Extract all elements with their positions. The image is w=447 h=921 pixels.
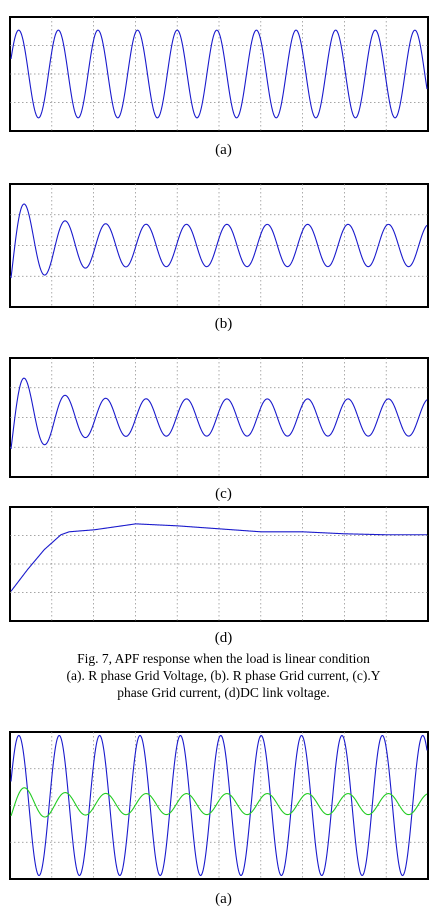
chart-panel-c — [9, 357, 429, 478]
caption-line-2: (a). R phase Grid Voltage, (b). R phase … — [66, 668, 381, 683]
chart-label-a: (a) — [215, 142, 232, 158]
chart-label-d: (d) — [214, 630, 233, 646]
series-line-2 — [10, 787, 428, 818]
series-line-1 — [10, 523, 427, 592]
chart-panel-d — [9, 506, 429, 622]
caption-line-3: phase Grid current, (d)DC link voltage. — [117, 685, 330, 700]
series-line-1 — [10, 377, 428, 450]
series-line-1 — [10, 203, 428, 279]
figure-caption: Fig. 7, APF response when the load is li… — [0, 650, 447, 701]
chart-panel-b — [9, 183, 429, 308]
chart-panel-a2 — [9, 731, 429, 880]
chart-label-b: (b) — [214, 316, 233, 332]
series-line-1 — [10, 734, 428, 877]
chart-panel-a — [9, 16, 429, 132]
chart-label-a2: (a) — [215, 891, 232, 907]
series-line-1 — [10, 29, 428, 119]
chart-label-c: (c) — [215, 486, 232, 502]
caption-line-1: Fig. 7, APF response when the load is li… — [77, 651, 370, 666]
